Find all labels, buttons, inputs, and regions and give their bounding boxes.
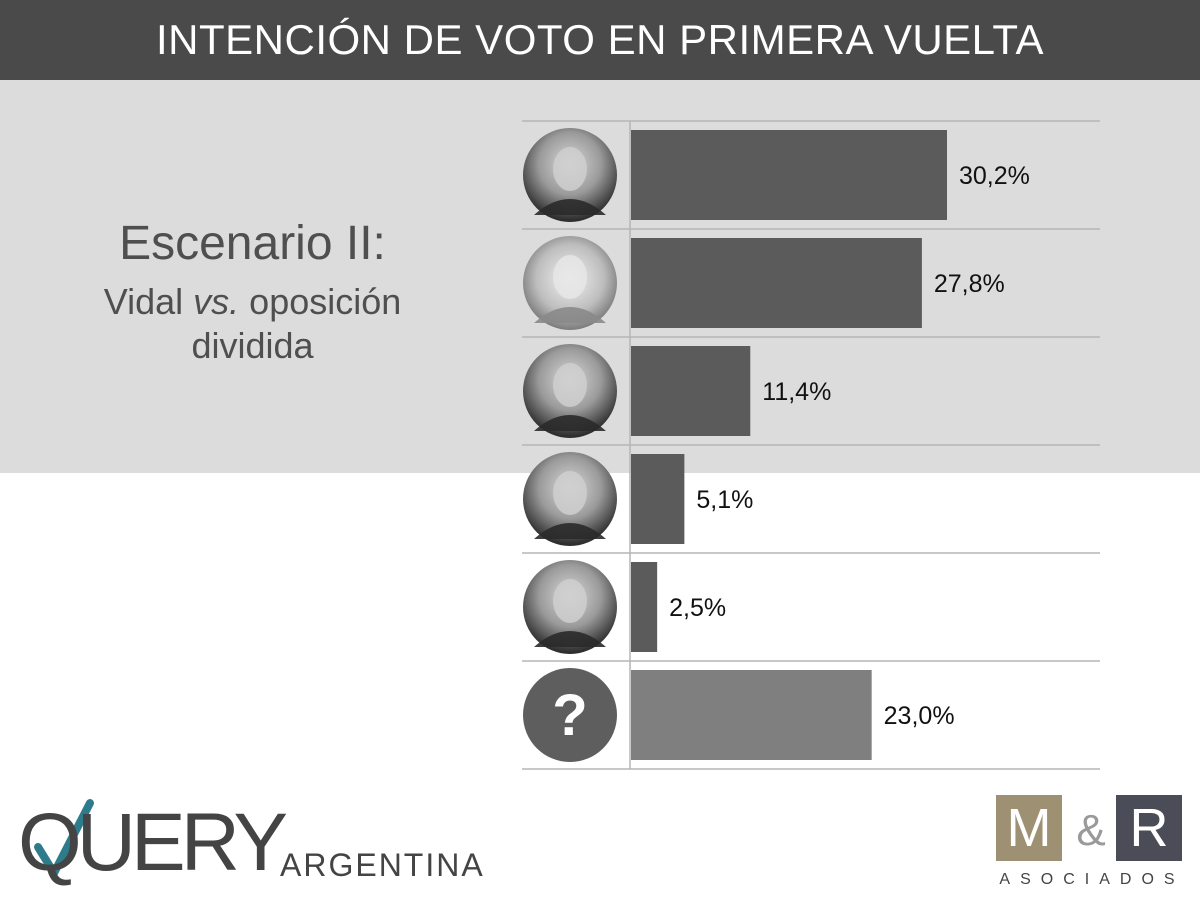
bar-1 [631, 130, 947, 220]
scenario-title: Escenario II: [119, 217, 386, 270]
data-label-5: 2,5% [669, 594, 726, 622]
scenario-subtitle-vs: vs. [193, 281, 240, 322]
mr-logo-subtitle: ASOCIADOS [999, 871, 1185, 888]
data-label-3: 11,4% [762, 378, 831, 406]
scenario-subtitle-pre: Vidal [103, 281, 184, 322]
argentina-logo-text: ARGENTINA [280, 847, 485, 883]
candidate-3-photo [523, 344, 617, 438]
mr-asociados-logo: M & R ASOCIADOS [996, 795, 1188, 895]
query-logo-text: QUERY [18, 797, 288, 888]
scenario-subtitle-line2: dividida [191, 325, 314, 366]
scenario-description: Escenario II: Vidal vs. oposición dividi… [0, 212, 505, 368]
checkmark-icon [34, 799, 94, 877]
scenario-subtitle-post: oposición [249, 281, 402, 322]
bar-3 [631, 346, 751, 436]
candidate-2-photo [523, 236, 617, 330]
mr-logo-ampersand: & [1076, 806, 1106, 855]
question-mark-icon: ? [523, 668, 617, 762]
scenario-subtitle: Vidal vs. oposición dividida [0, 280, 505, 368]
bar-5 [631, 562, 658, 652]
data-label-4: 5,1% [696, 486, 753, 514]
candidate-5-photo [523, 560, 617, 654]
mr-logo-r: R [1116, 795, 1182, 861]
data-label-6: 23,0% [884, 702, 955, 730]
candidate-4-photo [523, 452, 617, 546]
mr-logo-m: M [996, 795, 1062, 861]
bar-2 [631, 238, 922, 328]
page-title: INTENCIÓN DE VOTO EN PRIMERA VUELTA [0, 0, 1200, 80]
bar-6 [631, 670, 872, 760]
data-label-1: 30,2% [959, 162, 1030, 190]
svg-text:?: ? [552, 683, 587, 748]
candidate-1-photo [523, 128, 617, 222]
bar-4 [631, 454, 685, 544]
query-argentina-logo: QUERY ARGENTINA [18, 795, 483, 890]
data-label-2: 27,8% [934, 270, 1005, 298]
